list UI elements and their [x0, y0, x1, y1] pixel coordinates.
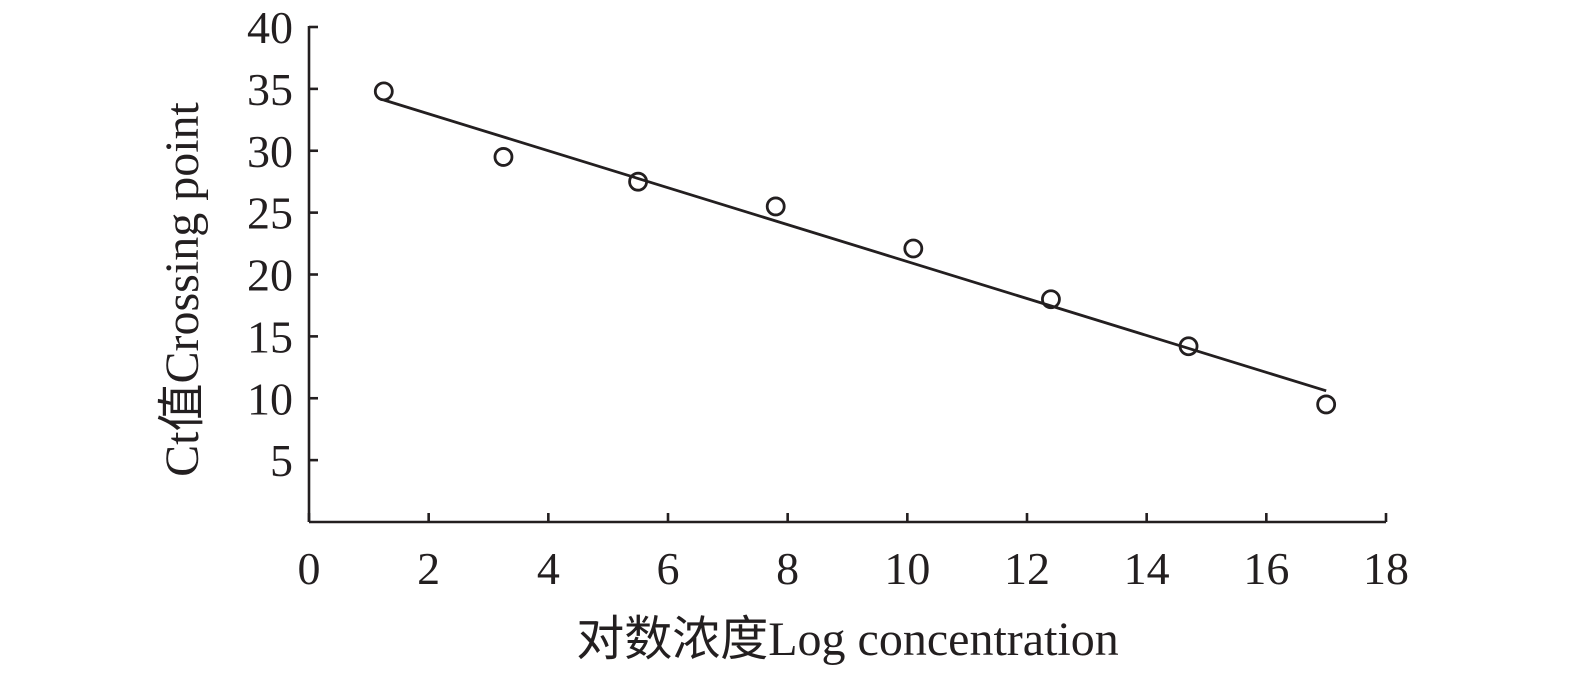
x-tick-label: 6 — [657, 543, 680, 594]
x-ticks: 0 2 4 6 8 10 12 14 16 18 — [298, 513, 1409, 594]
points-layer — [373, 81, 1337, 415]
y-tick-label: 20 — [247, 250, 293, 301]
y-tick-label: 40 — [247, 2, 293, 53]
x-tick-label: 16 — [1243, 543, 1289, 594]
y-ticks: 5 10 15 20 25 30 35 40 — [247, 2, 318, 486]
y-tick-label: 35 — [247, 64, 293, 115]
y-tick-label: 15 — [247, 311, 293, 362]
x-tick-label: 0 — [298, 543, 321, 594]
x-tick-label: 10 — [884, 543, 930, 594]
y-tick-label: 30 — [247, 126, 293, 177]
x-axis-title: 对数浓度Log concentration — [576, 613, 1119, 666]
x-tick-label: 12 — [1004, 543, 1050, 594]
x-tick-label: 8 — [776, 543, 799, 594]
data-point — [628, 171, 648, 192]
y-tick-label: 25 — [247, 188, 293, 239]
trendline — [383, 98, 1327, 393]
data-point — [903, 238, 924, 259]
data-point — [1178, 336, 1199, 357]
trendline-layer — [383, 98, 1327, 393]
x-tick-label: 4 — [537, 543, 560, 594]
data-point — [493, 147, 514, 167]
y-tick-label: 10 — [247, 373, 293, 424]
x-tick-label: 2 — [417, 543, 440, 594]
data-point — [373, 81, 394, 102]
y-tick-label: 5 — [270, 435, 293, 486]
axes — [307, 26, 1386, 524]
data-point — [1041, 289, 1061, 310]
x-tick-label: 14 — [1124, 543, 1170, 594]
x-tick-label: 18 — [1363, 543, 1409, 594]
y-axis-title: Ct值Crossing point — [156, 101, 209, 476]
data-point — [765, 196, 786, 217]
data-point — [1316, 394, 1337, 415]
